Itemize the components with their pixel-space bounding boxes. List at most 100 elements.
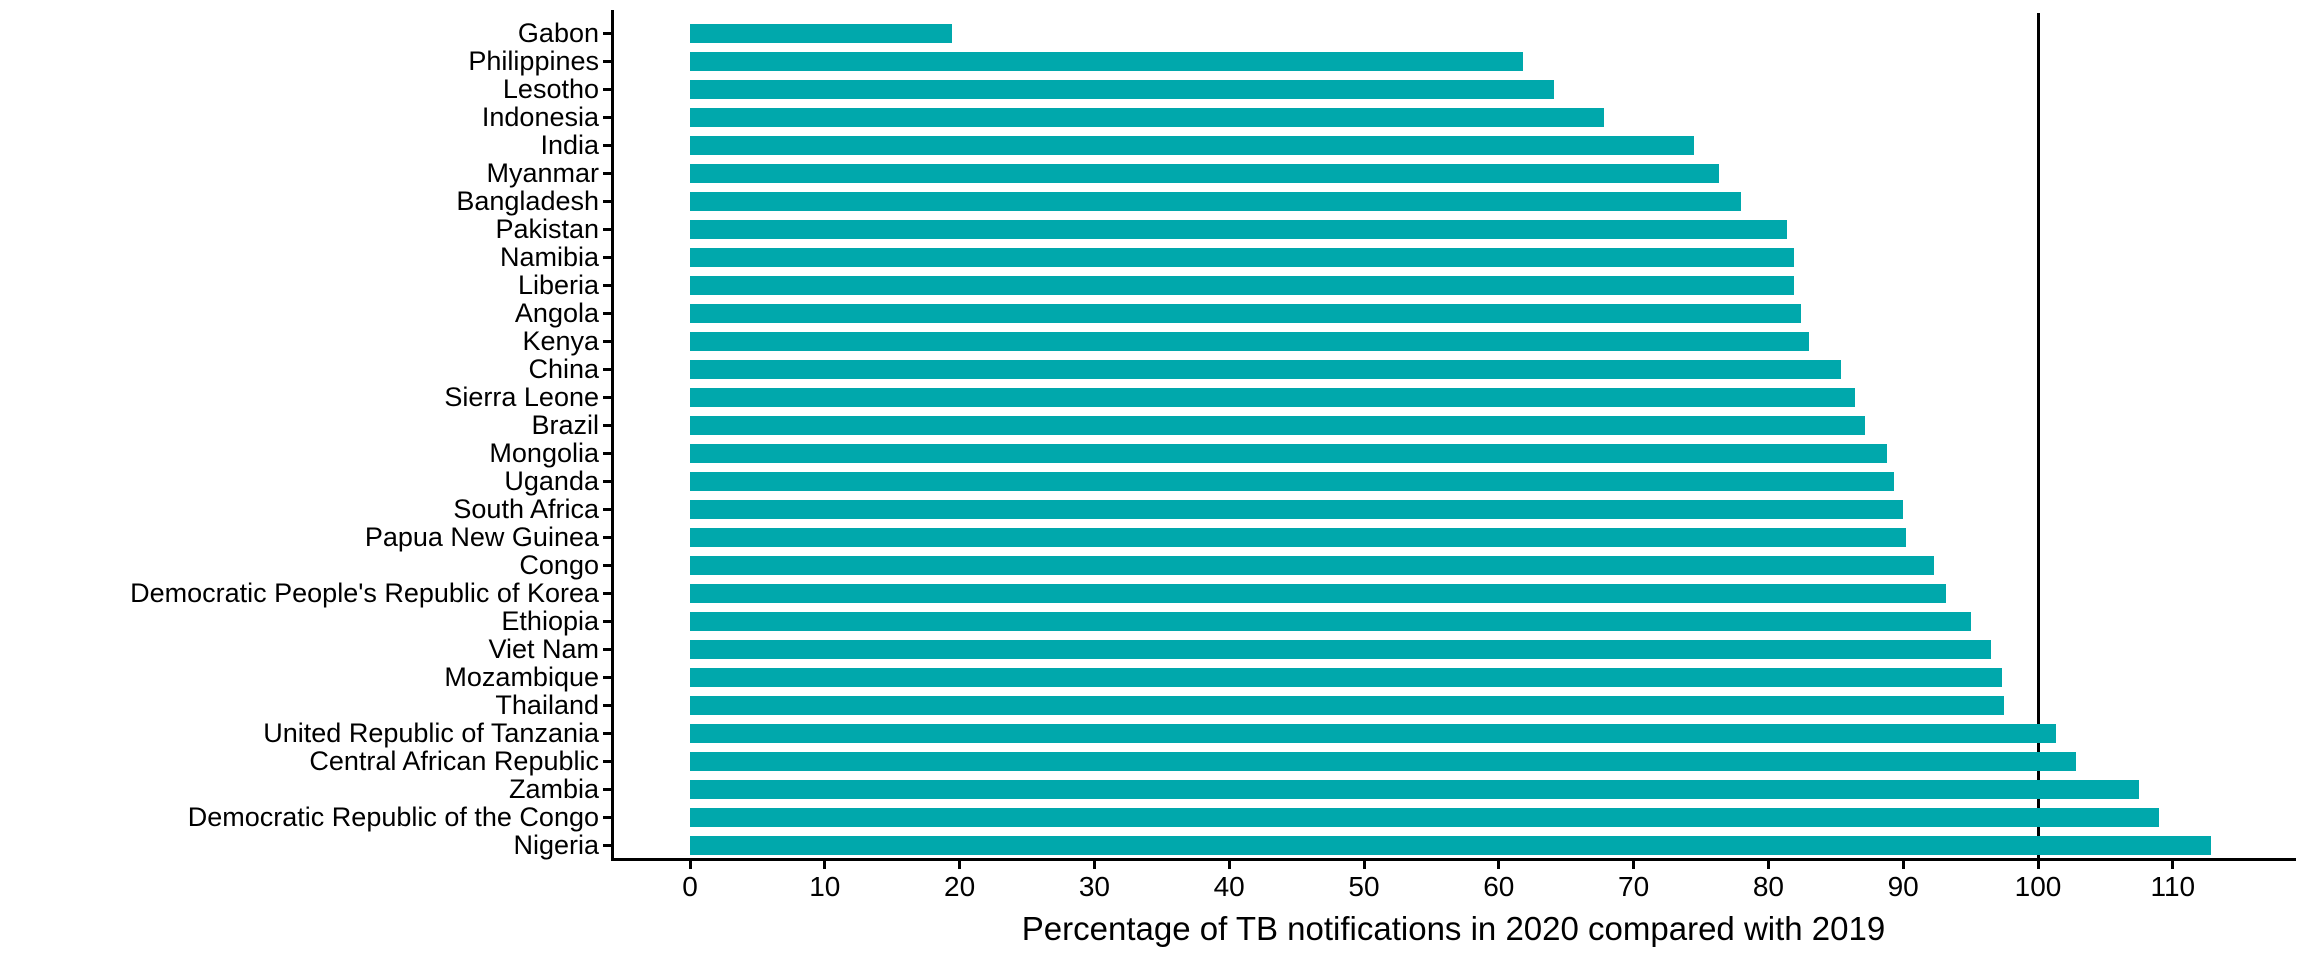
y-tick-democratic-republic-of-the-congo <box>603 816 611 819</box>
bar-sierra-leone <box>690 387 1855 407</box>
x-tick-label-50: 50 <box>1348 871 1380 902</box>
x-tick-label-60: 60 <box>1483 871 1515 902</box>
y-tick-central-african-republic <box>603 760 611 763</box>
x-tick-100 <box>2036 860 2040 869</box>
y-tick-indonesia <box>603 116 611 119</box>
bar-papua-new-guinea <box>690 527 1906 547</box>
y-label-zambia: Zambia <box>508 774 599 804</box>
y-label-namibia: Namibia <box>499 242 599 272</box>
y-tick-uganda <box>603 480 611 483</box>
y-label-myanmar: Myanmar <box>486 158 599 188</box>
bar-viet-nam <box>690 639 1991 659</box>
x-tick-label-10: 10 <box>809 871 841 902</box>
bar-thailand <box>690 695 2005 715</box>
bar-mozambique <box>690 667 2002 687</box>
y-label-democratic-republic-of-the-congo: Democratic Republic of the Congo <box>187 802 599 832</box>
y-tick-gabon <box>603 32 611 35</box>
bar-liberia <box>690 275 1794 295</box>
y-tick-brazil <box>603 424 611 427</box>
y-label-congo: Congo <box>519 550 599 580</box>
y-label-democratic-people-s-republic-of-korea: Democratic People's Republic of Korea <box>130 578 599 608</box>
x-tick-label-100: 100 <box>2014 871 2062 902</box>
x-tick-40 <box>1227 860 1231 869</box>
y-label-papua-new-guinea: Papua New Guinea <box>364 522 599 552</box>
x-tick-label-30: 30 <box>1078 871 1110 902</box>
x-tick-label-0: 0 <box>682 871 698 902</box>
y-label-central-african-republic: Central African Republic <box>309 746 599 776</box>
y-tick-democratic-people-s-republic-of-korea <box>603 592 611 595</box>
bar-indonesia <box>690 107 1604 127</box>
y-tick-liberia <box>603 284 611 287</box>
reference-line-100 <box>2036 13 2040 858</box>
y-tick-united-republic-of-tanzania <box>603 732 611 735</box>
bar-pakistan <box>690 219 1788 239</box>
y-label-liberia: Liberia <box>517 270 599 300</box>
bar-india <box>690 135 1695 155</box>
y-tick-sierra-leone <box>603 396 611 399</box>
y-label-china: China <box>528 354 599 384</box>
y-tick-kenya <box>603 340 611 343</box>
x-tick-label-20: 20 <box>944 871 976 902</box>
y-label-india: India <box>540 130 599 160</box>
x-tick-90 <box>1901 860 1905 869</box>
y-tick-mozambique <box>603 676 611 679</box>
y-label-south-africa: South Africa <box>453 494 599 524</box>
bar-mongolia <box>690 443 1888 463</box>
x-tick-label-80: 80 <box>1752 871 1784 902</box>
y-label-mozambique: Mozambique <box>444 662 599 692</box>
bar-ethiopia <box>690 611 1971 631</box>
y-tick-papua-new-guinea <box>603 536 611 539</box>
y-tick-angola <box>603 312 611 315</box>
y-tick-nigeria <box>603 844 611 847</box>
bar-lesotho <box>690 79 1555 99</box>
bar-uganda <box>690 471 1894 491</box>
bar-congo <box>690 555 1935 575</box>
bar-south-africa <box>690 499 1904 519</box>
bar-china <box>690 359 1842 379</box>
bar-angola <box>690 303 1801 323</box>
x-tick-10 <box>823 860 827 869</box>
y-tick-thailand <box>603 704 611 707</box>
y-tick-philippines <box>603 60 611 63</box>
y-label-lesotho: Lesotho <box>502 74 599 104</box>
y-axis-line <box>611 10 614 861</box>
y-label-angola: Angola <box>514 298 599 328</box>
y-label-kenya: Kenya <box>522 326 599 356</box>
bar-united-republic-of-tanzania <box>690 723 2056 743</box>
bar-namibia <box>690 247 1794 267</box>
y-tick-zambia <box>603 788 611 791</box>
x-axis-title: Percentage of TB notifications in 2020 c… <box>1021 910 1886 947</box>
x-tick-label-90: 90 <box>1887 871 1919 902</box>
x-tick-label-70: 70 <box>1618 871 1650 902</box>
bar-gabon <box>690 23 952 43</box>
y-label-pakistan: Pakistan <box>495 214 599 244</box>
y-tick-lesotho <box>603 88 611 91</box>
bar-zambia <box>690 779 2140 799</box>
y-tick-south-africa <box>603 508 611 511</box>
y-label-gabon: Gabon <box>517 18 599 48</box>
y-label-philippines: Philippines <box>468 46 599 76</box>
y-label-nigeria: Nigeria <box>513 830 599 860</box>
bar-kenya <box>690 331 1809 351</box>
y-tick-mongolia <box>603 452 611 455</box>
y-label-sierra-leone: Sierra Leone <box>444 382 599 412</box>
y-tick-india <box>603 144 611 147</box>
y-tick-ethiopia <box>603 620 611 623</box>
y-tick-namibia <box>603 256 611 259</box>
bar-democratic-republic-of-the-congo <box>690 807 2160 827</box>
y-tick-viet-nam <box>603 648 611 651</box>
y-label-viet-nam: Viet Nam <box>488 634 599 664</box>
bar-bangladesh <box>690 191 1742 211</box>
y-tick-bangladesh <box>603 200 611 203</box>
x-tick-20 <box>958 860 962 869</box>
x-tick-110 <box>2171 860 2175 869</box>
y-label-bangladesh: Bangladesh <box>456 186 599 216</box>
y-label-thailand: Thailand <box>495 690 599 720</box>
y-label-ethiopia: Ethiopia <box>501 606 599 636</box>
x-tick-0 <box>688 860 692 869</box>
y-tick-congo <box>603 564 611 567</box>
y-tick-china <box>603 368 611 371</box>
x-tick-label-110: 110 <box>2150 871 2196 902</box>
y-label-united-republic-of-tanzania: United Republic of Tanzania <box>263 718 599 748</box>
